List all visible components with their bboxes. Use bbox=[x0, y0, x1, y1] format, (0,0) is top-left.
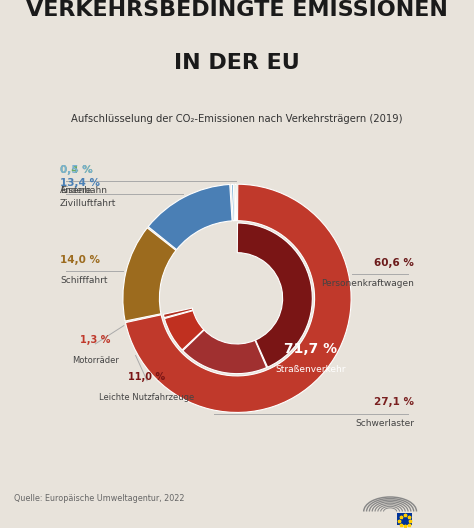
Wedge shape bbox=[123, 228, 176, 321]
Text: Straßenverkehr: Straßenverkehr bbox=[275, 365, 346, 374]
Wedge shape bbox=[183, 330, 267, 374]
FancyBboxPatch shape bbox=[397, 513, 412, 525]
Wedge shape bbox=[164, 308, 193, 318]
Text: 13,4 %: 13,4 % bbox=[60, 177, 100, 187]
Text: Motorräder: Motorräder bbox=[72, 356, 119, 365]
Text: Eisenbahn: Eisenbahn bbox=[60, 186, 107, 195]
Text: VERKEHRSBEDINGTE EMISSIONEN: VERKEHRSBEDINGTE EMISSIONEN bbox=[26, 0, 448, 20]
Text: 71,7 %: 71,7 % bbox=[284, 342, 337, 356]
Text: Schwerlaster: Schwerlaster bbox=[355, 419, 414, 428]
Wedge shape bbox=[231, 184, 235, 221]
Wedge shape bbox=[235, 184, 237, 221]
Text: Zivilluftfahrt: Zivilluftfahrt bbox=[60, 199, 117, 208]
Text: Aufschlüsselung der CO₂-Emissionen nach Verkehrsträgern (2019): Aufschlüsselung der CO₂-Emissionen nach … bbox=[71, 114, 403, 124]
Text: 27,1 %: 27,1 % bbox=[374, 397, 414, 407]
Text: Andere: Andere bbox=[60, 186, 92, 195]
Text: IN DER EU: IN DER EU bbox=[174, 53, 300, 73]
Text: 1,3 %: 1,3 % bbox=[80, 335, 110, 345]
Text: Schifffahrt: Schifffahrt bbox=[60, 276, 108, 285]
Text: Leichte Nutzfahrzeuge: Leichte Nutzfahrzeuge bbox=[100, 393, 195, 402]
Text: Personenkraftwagen: Personenkraftwagen bbox=[321, 279, 414, 288]
Wedge shape bbox=[126, 184, 351, 412]
Text: 60,6 %: 60,6 % bbox=[374, 258, 414, 268]
Text: 11,0 %: 11,0 % bbox=[128, 372, 165, 382]
Text: Quelle: Europäische Umweltagentur, 2022: Quelle: Europäische Umweltagentur, 2022 bbox=[14, 494, 185, 503]
Wedge shape bbox=[148, 184, 232, 250]
Text: 0,5 %: 0,5 % bbox=[60, 165, 93, 175]
Text: 14,0 %: 14,0 % bbox=[60, 255, 100, 265]
Wedge shape bbox=[164, 310, 204, 350]
Text: 0,4 %: 0,4 % bbox=[60, 165, 93, 175]
Wedge shape bbox=[237, 223, 312, 367]
